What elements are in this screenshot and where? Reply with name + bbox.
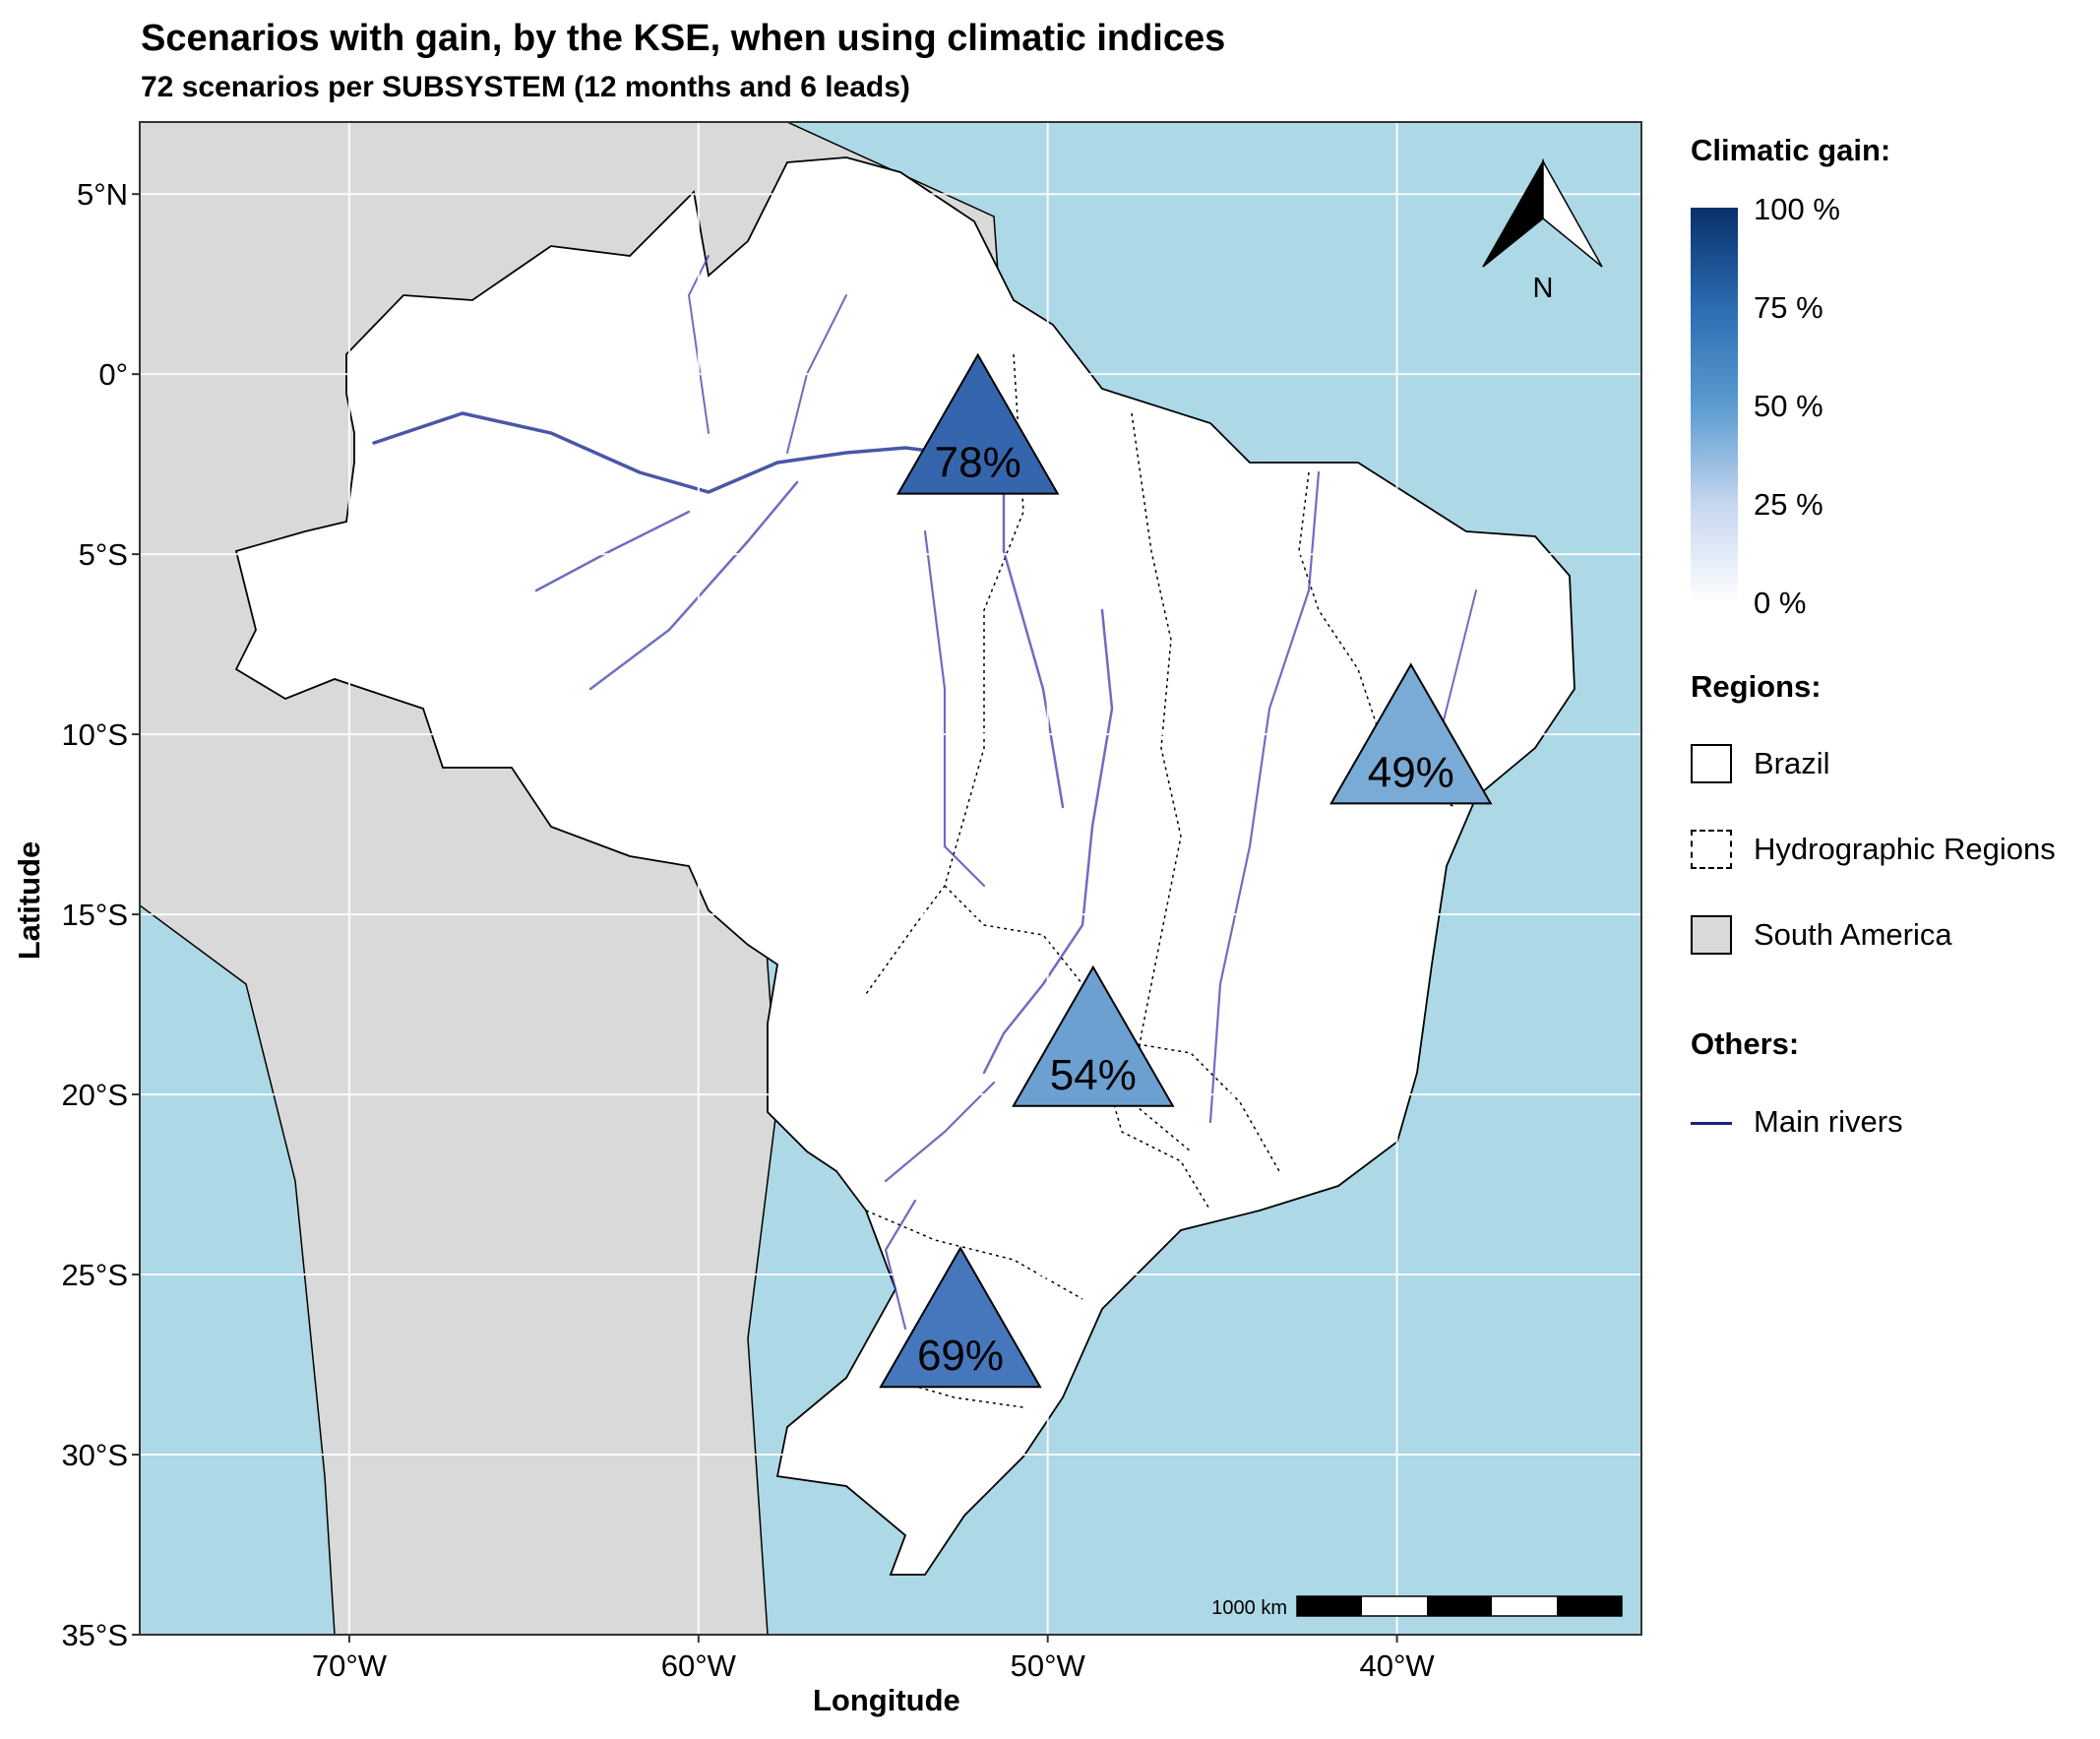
legend-item-hydrographic: Hydrographic Regions <box>1691 830 2100 875</box>
hydrographic-key <box>1691 830 1732 869</box>
map-subtitle: 72 scenarios per SUBSYSTEM (12 months an… <box>141 71 910 103</box>
legend-label-rivers: Main rivers <box>1754 1104 1903 1139</box>
subsystem-triangle <box>879 1246 1042 1389</box>
y-axis-ticks: 5°N 0° 5°S 10°S 15°S 20°S 25°S 30°S 35°S <box>61 177 140 1652</box>
y-tick-label: 5°N <box>77 177 128 212</box>
brazil-land <box>234 156 1575 1576</box>
legend-label-brazil: Brazil <box>1754 746 1830 780</box>
gain-tick-75: 75 % <box>1754 290 1823 325</box>
y-axis-title: Latitude <box>12 840 46 961</box>
brazil-key <box>1691 744 1732 783</box>
south-america-key <box>1691 915 1732 955</box>
gain-tick-0: 0 % <box>1754 586 1807 620</box>
x-tick-label: 60°W <box>661 1648 737 1683</box>
gain-tick-25: 25 % <box>1754 487 1823 522</box>
y-tick-label: 5°S <box>79 537 128 572</box>
subsystem-triangle <box>1012 964 1175 1107</box>
map-title: Scenarios with gain, by the KSE, when us… <box>141 18 1226 59</box>
y-tick-label: 30°S <box>61 1438 128 1472</box>
rivers-key <box>1691 1122 1732 1125</box>
y-tick-label: 20°S <box>61 1078 128 1112</box>
x-axis-ticks: 70°W 60°W 50°W 40°W <box>312 1635 1436 1683</box>
legend-item-south-america: South America <box>1691 915 2100 961</box>
scale-bar-label: 1000 km <box>1211 1597 1287 1619</box>
subsystem-marker: 49% <box>1329 662 1493 805</box>
scale-bar: 1000 km <box>1211 1595 1623 1619</box>
y-tick-label: 25°S <box>61 1258 128 1292</box>
legend-gain-title: Climatic gain: <box>1691 133 1891 167</box>
subsystem-gain-label: 54% <box>1050 1051 1137 1099</box>
graticule <box>140 122 1641 1635</box>
legend-label-hydrographic: Hydrographic Regions <box>1754 832 2056 866</box>
gain-colorbar <box>1691 208 1738 603</box>
panel-border <box>139 121 1642 1636</box>
y-tick-label: 35°S <box>61 1618 128 1652</box>
x-tick-label: 70°W <box>312 1648 388 1683</box>
subsystem-gain-label: 49% <box>1368 748 1454 796</box>
y-tick-label: 10°S <box>61 717 128 752</box>
legend-regions-title: Regions: <box>1691 669 1822 704</box>
y-tick-label: 15°S <box>61 898 128 932</box>
legend-label-south-america: South America <box>1754 917 1952 952</box>
gain-tick-50: 50 % <box>1754 389 1823 423</box>
subsystem-marker: 69% <box>879 1246 1042 1389</box>
subsystem-marker: 54% <box>1012 964 1175 1107</box>
legend-item-rivers: Main rivers <box>1691 1102 2100 1148</box>
x-tick-label: 40°W <box>1360 1648 1436 1683</box>
subsystem-gain-label: 69% <box>917 1332 1004 1380</box>
subsystem-gain-label: 78% <box>935 439 1021 487</box>
north-arrow-label: N <box>1533 273 1554 304</box>
x-tick-label: 50°W <box>1011 1648 1086 1683</box>
subsystem-markers: 78% 49% 54% 69% <box>879 352 1493 1389</box>
north-arrow: N <box>1482 158 1603 304</box>
y-tick-label: 0° <box>98 357 128 392</box>
subsystem-marker: 78% <box>896 352 1060 495</box>
legend-others-title: Others: <box>1691 1026 1800 1061</box>
subsystem-triangle <box>896 352 1060 495</box>
gain-tick-100: 100 % <box>1754 192 1840 226</box>
x-axis-title: Longitude <box>813 1683 960 1717</box>
legend-item-brazil: Brazil <box>1691 744 2100 789</box>
subsystem-triangle <box>1329 662 1493 805</box>
